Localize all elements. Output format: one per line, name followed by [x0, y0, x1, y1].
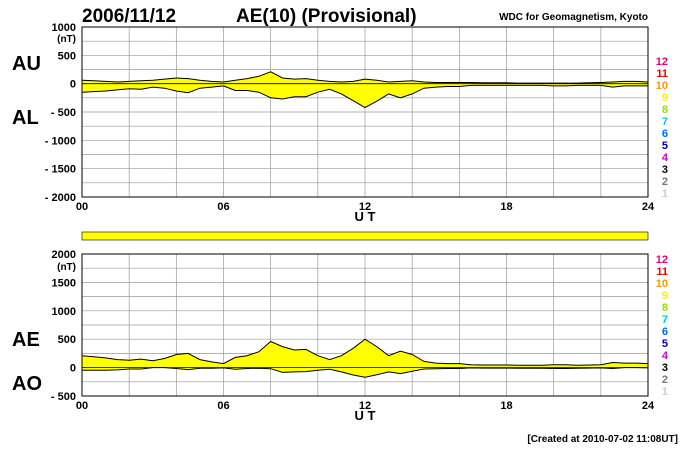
series-line-ao — [82, 367, 649, 378]
top-x-tick-label: 18 — [500, 201, 512, 213]
top-y-tick-label: - 2000 — [45, 192, 76, 204]
station-count-label: 10 — [656, 278, 668, 290]
series-line-al — [81, 84, 648, 109]
source-label: WDC for Geomagnetism, Kyoto — [499, 12, 648, 23]
top-unit-label: (nT) — [57, 34, 76, 45]
au-label: AU — [12, 53, 41, 75]
station-count-label: 8 — [662, 104, 668, 116]
top-x-tick-label: 24 — [642, 201, 655, 213]
station-count-label: 12 — [656, 56, 668, 68]
bottom-y-tick-label: 500 — [58, 334, 76, 346]
bottom-unit-label: (nT) — [57, 262, 76, 273]
bottom-y-tick-label: 0 — [70, 363, 76, 375]
bottom-y-tick-label: 1500 — [52, 277, 76, 289]
station-count-label: 6 — [662, 326, 668, 338]
station-count-label: 7 — [662, 116, 668, 128]
bottom-area-fill — [82, 339, 648, 378]
station-count-label: 11 — [656, 266, 668, 278]
station-count-label: 2 — [662, 374, 668, 386]
station-count-label: 4 — [662, 350, 669, 362]
bottom-x-tick-label: 12 — [359, 400, 371, 412]
station-count-label: 2 — [662, 176, 668, 188]
series-line-au — [81, 71, 649, 84]
al-label: AL — [12, 107, 39, 129]
bottom-y-tick-label: - 500 — [51, 391, 76, 403]
top-x-axis-title: U T — [355, 209, 376, 224]
top-y-tick-label: 1000 — [52, 22, 76, 34]
top-x-tick-label: 00 — [76, 201, 88, 213]
bottom-frame — [81, 253, 649, 397]
station-count-label: 9 — [662, 290, 668, 302]
top-x-tick-label: 12 — [359, 201, 371, 213]
bottom-x-tick-label: 00 — [76, 400, 88, 412]
station-count-label: 9 — [662, 92, 668, 104]
station-count-label: 5 — [662, 140, 668, 152]
bottom-x-tick-label: 24 — [642, 400, 655, 412]
top-y-tick-label: - 500 — [51, 107, 76, 119]
date-title: 2006/11/12 — [82, 6, 176, 27]
station-count-label: 4 — [662, 152, 669, 164]
station-count-label: 5 — [662, 338, 668, 350]
created-timestamp: [Created at 2010-07-02 11:08UT] — [527, 434, 678, 445]
station-count-label: 8 — [662, 302, 668, 314]
data-availability-bar — [81, 231, 649, 241]
top-y-tick-label: 0 — [70, 79, 76, 91]
bottom-x-tick-label: 18 — [500, 400, 512, 412]
bottom-x-tick-label: 06 — [217, 400, 229, 412]
series-line-ae — [81, 338, 649, 366]
top-y-tick-label: - 1500 — [45, 164, 76, 176]
ae-label: AE — [12, 329, 40, 351]
station-count-label: 3 — [662, 362, 668, 374]
top-y-tick-label: 500 — [58, 50, 76, 62]
bottom-x-axis-title: U T — [355, 408, 376, 423]
station-count-label: 1 — [662, 188, 668, 200]
chart-title: AE(10) (Provisional) — [236, 6, 417, 27]
bottom-y-tick-label: 2000 — [52, 249, 76, 261]
top-frame — [81, 26, 649, 198]
ao-label: AO — [12, 373, 42, 395]
top-area-fill — [82, 71, 648, 108]
station-count-label: 6 — [662, 128, 668, 140]
station-count-label: 7 — [662, 314, 668, 326]
top-x-tick-label: 06 — [217, 201, 229, 213]
station-count-label: 3 — [662, 164, 668, 176]
station-count-label: 11 — [656, 68, 668, 80]
station-count-label: 10 — [656, 80, 668, 92]
bottom-y-tick-label: 1000 — [52, 306, 76, 318]
station-count-label: 12 — [656, 254, 668, 266]
station-count-label: 1 — [662, 386, 668, 398]
top-y-tick-label: - 1000 — [45, 135, 76, 147]
